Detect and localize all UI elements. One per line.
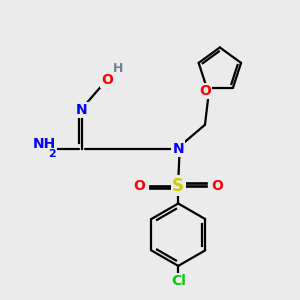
Text: N: N: [76, 103, 88, 117]
Text: 2: 2: [48, 149, 56, 160]
Text: O: O: [134, 179, 146, 193]
Text: O: O: [101, 73, 113, 87]
Text: NH: NH: [33, 137, 56, 151]
Text: N: N: [172, 142, 184, 155]
Text: Cl: Cl: [171, 274, 186, 288]
Text: O: O: [199, 84, 211, 98]
Text: H: H: [113, 62, 123, 75]
Text: S: S: [172, 177, 184, 195]
Text: O: O: [211, 179, 223, 193]
